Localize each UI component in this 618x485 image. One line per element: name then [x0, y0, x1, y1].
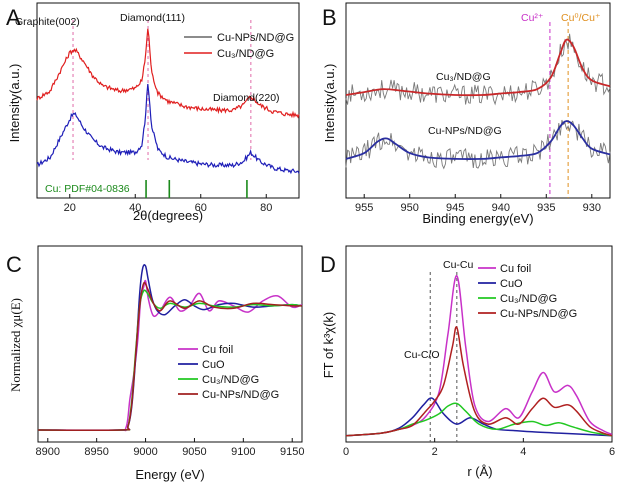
panel-c-xlabel: Energy (eV)	[135, 467, 204, 482]
panel-d: D 0 2 4 6 Cu-Cu Cu-C/O Cu foil CuO Cu₃/ND@G…	[320, 245, 615, 479]
panel-c-tick-label: 9100	[231, 446, 255, 458]
graphite-002-annotation: Graphite(002)	[15, 16, 80, 28]
panel-d-ylabel: FT of k³χ(k)	[321, 312, 336, 379]
panel-b-tick-label: 955	[355, 202, 373, 214]
panel-c-tick-label: 9000	[133, 446, 157, 458]
legend-d-label-1: CuO	[500, 278, 523, 290]
panel-a-tick-label: 40	[129, 202, 141, 214]
legend-c-label-1: CuO	[202, 359, 225, 371]
xrd-series-cu3	[36, 28, 300, 119]
xanes-series-cuo	[37, 264, 303, 432]
exafs-series-cu-foil	[345, 275, 613, 437]
legend-c-label-3: Cu-NPs/ND@G	[202, 389, 279, 401]
panel-d-series	[345, 275, 613, 437]
cu-c-o-annotation: Cu-C/O	[404, 349, 440, 361]
panel-c-ylabel: Normalized χμ(E)	[8, 298, 23, 392]
diamond-111-annotation: Diamond(111)	[120, 12, 185, 24]
panel-d-xlabel: r (Å)	[467, 464, 492, 479]
panel-a-reference-lines	[145, 180, 248, 198]
panel-b-xlabel: Binding energy(eV)	[422, 211, 533, 226]
panel-a-tick-label: 80	[260, 202, 272, 214]
panel-c-tick-label: 8950	[84, 446, 108, 458]
reference-pattern-label: Cu: PDF#04-0836	[45, 183, 130, 195]
panel-b-dashed-lines	[549, 22, 569, 198]
panel-a-series	[36, 28, 300, 175]
exafs-series-cu-nps	[345, 326, 613, 437]
panel-a-xlabel: 2θ(degrees)	[133, 208, 203, 223]
panel-c-tick-label: 8900	[36, 446, 60, 458]
panel-a: A 20 40 60 80 Graphite(002) Diamond(111) Di…	[6, 2, 300, 223]
xps-fit-cu3	[345, 38, 611, 97]
xanes-series-cu-nps	[37, 281, 303, 432]
panel-b-series	[345, 33, 611, 170]
legend-d-label-0: Cu foil	[500, 263, 531, 275]
legend-c-label-2: Cu₃/ND@G	[202, 374, 259, 386]
panel-b-ticks: 955 950 945 940 935 930	[355, 194, 601, 214]
series-label-cu3: Cu₃/ND@G	[436, 71, 491, 83]
panel-b-tick-label: 935	[537, 202, 555, 214]
panel-d-tick-label: 2	[432, 446, 438, 458]
panel-d-frame	[345, 245, 613, 443]
panel-c: C 8900 8950 9000 9050 9100 9150 Cu foil CuO C…	[6, 245, 304, 482]
panel-c-ticks: 8900 8950 9000 9050 9100 9150	[36, 438, 304, 458]
panel-a-ticks: 20 40 60 80	[64, 194, 272, 214]
legend-a-label-1: Cu₃/ND@G	[217, 48, 274, 60]
panel-d-ticks: 0 2 4 6	[343, 438, 615, 458]
cu-cu-annotation: Cu-Cu	[443, 259, 474, 271]
panel-a-tick-label: 20	[64, 202, 76, 214]
exafs-series-cu3	[345, 402, 613, 437]
legend-c-label-0: Cu foil	[202, 344, 233, 356]
panel-d-tick-label: 0	[343, 446, 349, 458]
panel-b-tick-label: 945	[446, 202, 464, 214]
legend-d-label-3: Cu-NPs/ND@G	[500, 308, 577, 320]
panel-a-ylabel: Intensity(a.u.)	[7, 64, 22, 143]
panel-b-ylabel: Intensity(a.u.)	[322, 64, 337, 143]
diamond-220-annotation: Diamond(220)	[213, 92, 280, 104]
panel-d-legend: Cu foil CuO Cu₃/ND@G Cu-NPs/ND@G	[478, 263, 577, 320]
xps-raw-cu3	[345, 33, 611, 106]
panel-a-label: A	[6, 5, 21, 30]
panel-b-label: B	[322, 5, 337, 30]
xrd-series-cu-nps	[36, 83, 300, 175]
panel-a-frame	[36, 2, 300, 199]
exafs-series-cuo	[345, 397, 613, 437]
panel-b-frame	[345, 2, 611, 199]
panel-c-label: C	[6, 252, 22, 277]
panel-a-tick-label: 60	[195, 202, 207, 214]
panel-c-frame	[37, 245, 303, 443]
panel-c-series	[37, 264, 303, 432]
panel-d-tick-label: 6	[609, 446, 615, 458]
panel-b: B 955 950 945 940 935 930 Cu²⁺ Cu⁰/Cu⁺ Cu₃/ND…	[322, 2, 611, 226]
panel-b-tick-label: 940	[492, 202, 510, 214]
cu0-cu1-annotation: Cu⁰/Cu⁺	[561, 12, 601, 24]
panel-d-label: D	[320, 252, 336, 277]
panel-b-tick-label: 930	[583, 202, 601, 214]
panel-d-tick-label: 4	[520, 446, 526, 458]
panel-c-tick-label: 9150	[280, 446, 304, 458]
xps-fit-cu-nps	[345, 120, 611, 160]
panel-a-legend: Cu-NPs/ND@G Cu₃/ND@G	[184, 32, 294, 60]
panel-a-dashed-lines	[72, 20, 252, 160]
panel-c-legend: Cu foil CuO Cu₃/ND@G Cu-NPs/ND@G	[178, 344, 279, 401]
panel-c-tick-label: 9050	[182, 446, 206, 458]
panel-d-dashed-lines	[429, 272, 458, 442]
series-label-cunps: Cu-NPs/ND@G	[428, 125, 502, 137]
legend-a-label-0: Cu-NPs/ND@G	[217, 32, 294, 44]
panel-b-tick-label: 950	[401, 202, 419, 214]
cu2plus-annotation: Cu²⁺	[521, 12, 544, 24]
legend-d-label-2: Cu₃/ND@G	[500, 293, 557, 305]
